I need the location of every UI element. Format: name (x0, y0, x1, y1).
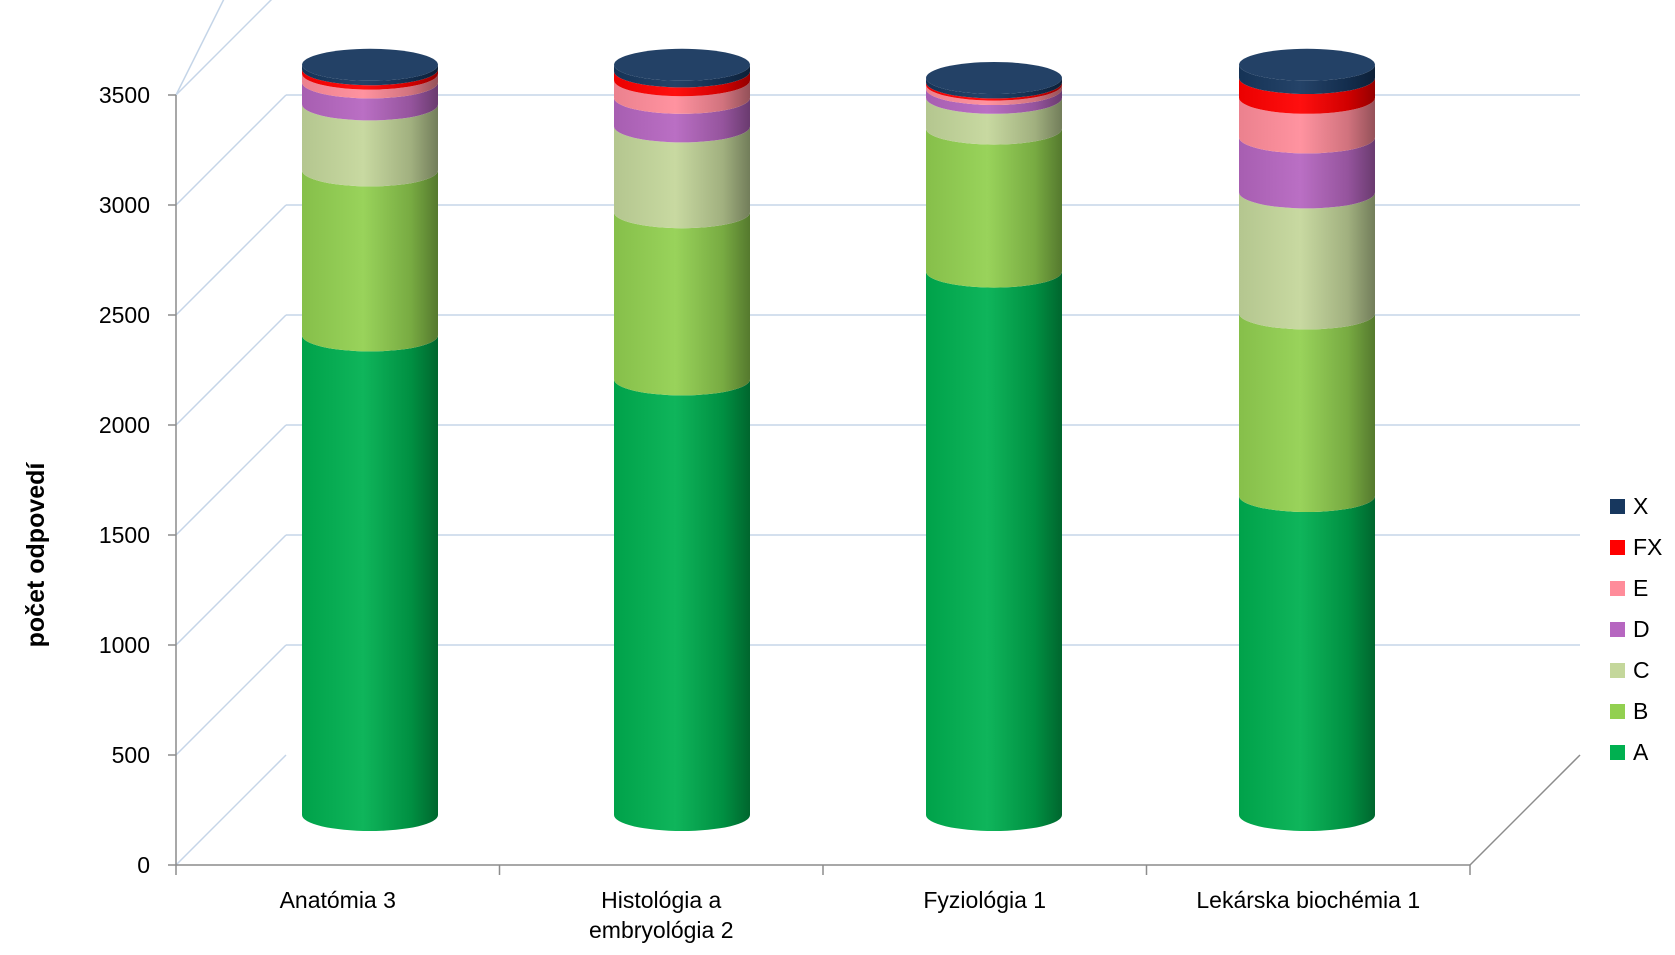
legend-swatch (1610, 499, 1625, 514)
bar-segment-d (926, 89, 1062, 114)
bar-segment-d (302, 82, 438, 121)
legend-swatch (1610, 540, 1625, 555)
bar-segment-b (1239, 313, 1375, 512)
x-tick-label: Fyziológia 1 (923, 887, 1046, 913)
floor-right-edge (1469, 754, 1581, 866)
legend-item: X (1610, 493, 1648, 519)
legend-label: D (1633, 616, 1650, 642)
bar-segment-fx (1239, 78, 1375, 114)
y-tick-label: 1000 (99, 632, 150, 658)
legend-item: B (1610, 698, 1648, 724)
bar-segment-a (1239, 496, 1375, 831)
cylinder-bar (926, 62, 1062, 832)
bar-segment-c (302, 104, 438, 187)
side-gridline (175, 204, 287, 316)
bar-segment-e (302, 73, 438, 99)
bar-top-cap (926, 62, 1062, 94)
legend-item: E (1610, 575, 1648, 601)
y-axis-ticks: 0 500 1000 1500 2000 2500 3000 3500 (99, 82, 176, 878)
bar-segment-x (614, 64, 750, 88)
legend-item: FX (1610, 534, 1662, 560)
bar-segment-c (614, 126, 750, 229)
bar-segment-a (302, 335, 438, 831)
bar-segment-a (926, 271, 1062, 832)
bar-segment-e (926, 84, 1062, 105)
bar-segment-d (1239, 137, 1375, 209)
bars (302, 48, 1375, 832)
side-gridline (175, 0, 273, 96)
side-gridline (175, 94, 287, 206)
x-tick-label: Histológia a embryológia 2 (589, 887, 733, 943)
bar-segment-fx (614, 71, 750, 97)
legend-item: D (1610, 616, 1650, 642)
legend-swatch (1610, 581, 1625, 596)
bar-segment-c (926, 97, 1062, 145)
cylinder-bar (1239, 48, 1375, 831)
x-axis-ticks: Anatómia 3 Histológia a embryológia 2 Fyzio… (175, 865, 1471, 943)
bar-segment-x (1239, 64, 1375, 94)
y-tick-label: 3500 (99, 82, 150, 108)
x-tick-label: Lekárska biochémia 1 (1196, 887, 1420, 913)
legend-label: E (1633, 575, 1648, 601)
bar-segment-b (926, 128, 1062, 288)
bar-segment-c (1239, 192, 1375, 330)
bar-segment-fx (302, 69, 438, 90)
bar-segment-e (614, 80, 750, 114)
legend-swatch (1610, 745, 1625, 760)
bar-segment-a (614, 379, 750, 831)
side-gridline-top (175, 0, 225, 96)
cylinder-bar (614, 48, 750, 831)
y-tick-label: 1500 (99, 522, 150, 548)
side-gridline (175, 314, 287, 426)
legend-swatch (1610, 663, 1625, 678)
y-tick-label: 0 (137, 852, 150, 878)
bar-top-cap (614, 48, 750, 81)
bar-segment-x (926, 78, 1062, 99)
legend-item: C (1610, 657, 1650, 683)
legend-swatch (1610, 622, 1625, 637)
legend-label: X (1633, 493, 1648, 519)
cylinder-bar (302, 48, 438, 831)
side-gridline (175, 754, 287, 866)
y-tick-label: 2500 (99, 302, 150, 328)
legend-swatch (1610, 704, 1625, 719)
x-tick-label: Anatómia 3 (280, 887, 396, 913)
y-tick-label: 2000 (99, 412, 150, 438)
legend-label: A (1633, 739, 1649, 765)
y-axis-label: počet odpovedí (22, 462, 50, 648)
y-tick-label: 500 (112, 742, 150, 768)
bar-segment-x (302, 64, 438, 86)
legend-label: FX (1633, 534, 1662, 560)
legend-label: C (1633, 657, 1650, 683)
legend-label: B (1633, 698, 1648, 724)
side-gridline (175, 644, 287, 756)
bar-segment-b (614, 212, 750, 396)
bar-top-cap (302, 48, 438, 81)
bar-top-cap (1239, 48, 1375, 81)
side-gridline (175, 534, 287, 646)
bar-segment-b (302, 170, 438, 352)
bar-segment-d (614, 97, 750, 143)
side-gridline (175, 424, 287, 536)
bar-segment-e (1239, 97, 1375, 154)
y-tick-label: 3000 (99, 192, 150, 218)
legend-item: A (1610, 739, 1649, 765)
